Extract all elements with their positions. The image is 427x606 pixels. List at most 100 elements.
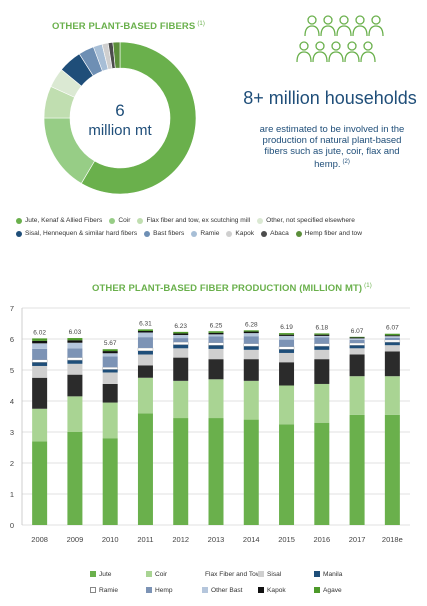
y-tick-label: 4 <box>10 397 14 406</box>
bar-total-label: 6.25 <box>210 322 223 329</box>
bar-segment-sisal-2018e <box>384 345 400 352</box>
bar-legend: Jute Coir Flax Fiber and Tow Sisal Manila Ra… <box>90 566 420 598</box>
bar-segment-hemp-2008 <box>32 348 48 360</box>
bar-segment-hemp-2017 <box>349 339 365 344</box>
donut-legend-item-other-not-specified-elsewhere: Other, not specified elsewhere <box>257 217 355 224</box>
bar-segment-jute-2009 <box>67 432 83 525</box>
bar-legend-item-jute: Jute <box>90 571 146 578</box>
bar-segment-jute-2015 <box>279 424 295 525</box>
legend-swatch <box>146 571 152 577</box>
person-figure <box>344 41 360 63</box>
legend-swatch <box>191 230 198 237</box>
bar-segment-manila-2017 <box>349 345 365 349</box>
legend-swatch <box>146 587 152 593</box>
bar-segment-agave-2012 <box>173 331 189 334</box>
donut-chart-title: OTHER PLANT-BASED FIBERS (1) <box>52 21 205 32</box>
bar-segment-flax-fiber-and-tow-2017 <box>349 354 365 377</box>
legend-label: Bast fibers <box>153 230 185 237</box>
bar-segment-kapok-2012 <box>173 333 189 335</box>
legend-swatch <box>90 571 96 577</box>
y-tick-label: 2 <box>10 459 14 468</box>
bar-segment-ramie-2014 <box>243 343 259 347</box>
legend-swatch <box>16 230 22 237</box>
legend-label: Hemp <box>155 586 173 594</box>
bar-segment-sisal-2012 <box>173 348 189 358</box>
bar-segment-flax-fiber-and-tow-2008 <box>32 377 48 409</box>
bar-legend-item-kapok: Kapok <box>258 587 314 594</box>
bar-segment-sisal-2010 <box>102 372 118 384</box>
bar-segment-jute-2014 <box>243 419 259 525</box>
legend-label: Abaca <box>270 230 289 237</box>
donut-legend-item-ramie: Ramie <box>191 230 219 237</box>
bar-segment-sisal-2011 <box>137 354 153 366</box>
bar-segment-other-bast-2014 <box>243 333 259 337</box>
bar-segment-ramie-2009 <box>67 357 83 361</box>
bar-segment-jute-2010 <box>102 438 118 525</box>
bar-legend-item-manila: Manila <box>314 571 370 578</box>
bar-segment-ramie-2016 <box>314 343 330 347</box>
legend-swatch <box>257 217 264 224</box>
bar-segment-kapok-2011 <box>137 330 153 333</box>
bar-legend-item-hemp: Hemp <box>146 587 202 594</box>
bar-segment-hemp-2015 <box>279 339 295 347</box>
bar-segment-coir-2009 <box>67 396 83 432</box>
bar-segment-kapok-2010 <box>102 351 118 354</box>
bar-segment-sisal-2015 <box>279 352 295 363</box>
person-figure <box>328 41 344 63</box>
bar-segment-agave-2015 <box>279 333 295 335</box>
x-tick-label: 2010 <box>102 535 119 544</box>
bar-segment-coir-2017 <box>349 376 365 415</box>
person-figure <box>360 41 376 63</box>
bar-legend-item-ramie: Ramie <box>90 587 146 594</box>
bar-chart-title-note: (1) <box>364 283 372 289</box>
x-tick-label: 2013 <box>208 535 225 544</box>
x-tick-label: 2017 <box>349 535 366 544</box>
bar-segment-sisal-2009 <box>67 363 83 375</box>
person-figure <box>312 41 328 63</box>
bar-segment-other-bast-2010 <box>102 353 118 357</box>
bar-segment-other-bast-2015 <box>279 335 295 340</box>
bar-segment-other-bast-2013 <box>208 334 224 337</box>
legend-swatch <box>258 587 264 593</box>
bar-segment-ramie-2013 <box>208 342 224 346</box>
bar-segment-manila-2008 <box>32 362 48 366</box>
bar-segment-jute-2011 <box>137 413 153 525</box>
bar-segment-agave-2014 <box>243 330 259 332</box>
bar-total-label: 6.07 <box>386 325 399 332</box>
legend-label: Hemp fiber and tow <box>304 230 362 237</box>
bar-segment-other-bast-2009 <box>67 342 83 349</box>
bar-segment-flax-fiber-and-tow-2011 <box>137 365 153 378</box>
bar-segment-hemp-2012 <box>173 338 189 343</box>
donut-legend-item-jute-kenaf-allied-fibers: Jute, Kenaf & Allied Fibers <box>16 217 102 224</box>
bar-segment-kapok-2009 <box>67 340 83 343</box>
bar-legend-row-1: Jute Coir Flax Fiber and Tow Sisal Manila <box>90 566 420 582</box>
bar-segment-ramie-2008 <box>31 359 48 363</box>
x-tick-label: 2012 <box>172 535 189 544</box>
bar-segment-hemp-2014 <box>243 336 259 344</box>
bar-segment-jute-2008 <box>32 441 48 525</box>
donut-center-unit: million mt <box>88 122 152 139</box>
person-figure <box>336 15 352 37</box>
donut-slice-coir <box>43 117 95 184</box>
bar-segment-kapok-2013 <box>208 332 224 335</box>
bar-segment-sisal-2016 <box>314 349 330 360</box>
bar-segment-agave-2010 <box>102 349 118 352</box>
bar-segment-other-bast-2011 <box>137 332 153 338</box>
legend-swatch <box>226 230 233 237</box>
bar-segment-coir-2008 <box>32 408 48 442</box>
bar-segment-hemp-2016 <box>314 337 330 344</box>
donut-legend-item-sisal-hennequen-similar-hard-fibers: Sisal, Hennequen & similar hard fibers <box>16 230 137 237</box>
bar-segment-kapok-2017 <box>349 337 365 339</box>
bar-segment-jute-2013 <box>208 418 224 525</box>
legend-label: Sisal <box>267 570 282 578</box>
households-headline: 8+ million households <box>243 88 417 108</box>
bar-total-label: 6.07 <box>351 328 364 335</box>
x-tick-label: 2009 <box>67 535 84 544</box>
bar-segment-flax-fiber-and-tow-2015 <box>279 362 295 386</box>
bar-segment-jute-2017 <box>349 414 365 525</box>
bar-segment-kapok-2016 <box>314 334 330 336</box>
x-tick-label: 2011 <box>137 535 153 544</box>
bar-segment-other-bast-2012 <box>173 334 189 339</box>
x-tick-label: 2016 <box>313 535 330 544</box>
bar-segment-flax-fiber-and-tow-2014 <box>243 359 259 381</box>
